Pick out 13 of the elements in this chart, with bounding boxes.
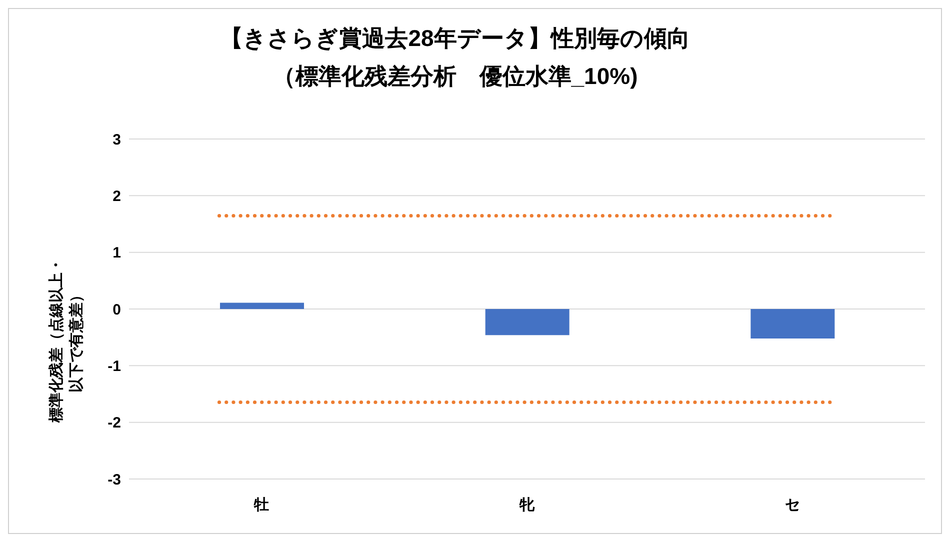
x-tick-label: 牡 (253, 496, 270, 514)
y-tick-label: 2 (112, 188, 121, 205)
y-tick-label: -3 (108, 471, 121, 488)
chart-subtitle: （標準化残差分析 優位水準_10%) (271, 62, 639, 91)
y-tick-label: 0 (112, 301, 121, 318)
x-tick-label: 牝 (518, 496, 536, 514)
y-tick-label: 3 (112, 131, 121, 148)
y-tick-label: -2 (108, 414, 121, 432)
x-tick-label: セ (784, 496, 800, 514)
chart-title: 【きさらぎ賞過去28年データ】性別毎の傾向 (219, 24, 691, 53)
y-tick-label: 1 (112, 244, 121, 262)
y-axis-title: 標準化残差（点線以上・以下で有意差） (47, 256, 86, 425)
y-tick-label: -1 (108, 358, 121, 375)
